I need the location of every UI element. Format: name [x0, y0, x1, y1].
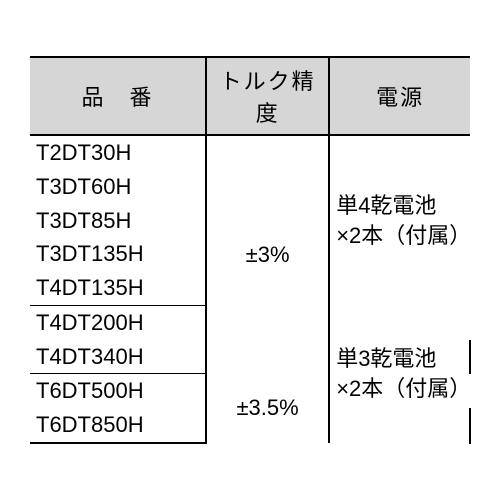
spec-table-container: 品 番 トルク精度 電源 T2DT30H ±3% 単4乾電池×2本（付属） T3…	[30, 56, 470, 443]
part-cell: T4DT200H	[30, 305, 206, 339]
part-cell: T3DT85H	[30, 204, 206, 238]
power-text: 単3乾電池×2本（付属）	[336, 346, 471, 401]
power-cell: 単3乾電池×2本（付属）	[329, 305, 470, 442]
part-cell: T3DT135H	[30, 237, 206, 271]
part-cell: T2DT30H	[30, 135, 206, 170]
header-accuracy: トルク精度	[206, 57, 329, 135]
part-cell: T6DT850H	[30, 408, 206, 443]
spec-table: 品 番 トルク精度 電源 T2DT30H ±3% 単4乾電池×2本（付属） T3…	[30, 56, 470, 443]
accuracy-cell: ±3.5%	[206, 374, 329, 443]
power-cell: 単4乾電池×2本（付属）	[329, 135, 470, 305]
header-power: 電源	[329, 57, 470, 135]
part-cell: T4DT135H	[30, 271, 206, 305]
power-text: 単4乾電池×2本（付属）	[336, 193, 471, 248]
header-row: 品 番 トルク精度 電源	[30, 57, 470, 135]
part-cell: T3DT60H	[30, 170, 206, 204]
part-cell: T6DT500H	[30, 374, 206, 408]
accuracy-cell: ±3%	[206, 135, 329, 373]
header-part: 品 番	[30, 57, 206, 135]
part-cell: T4DT340H	[30, 340, 206, 374]
table-row: T2DT30H ±3% 単4乾電池×2本（付属）	[30, 135, 470, 170]
